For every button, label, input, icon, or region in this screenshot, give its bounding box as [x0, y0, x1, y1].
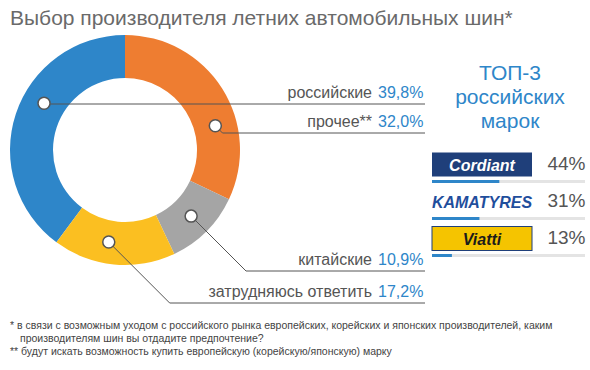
svg-text:13%: 13%	[547, 227, 585, 248]
svg-text:31%: 31%	[547, 190, 585, 211]
svg-text:ТОП-3: ТОП-3	[479, 61, 541, 84]
svg-text:KAMATYRES: KAMATYRES	[432, 194, 532, 211]
html-text:Выбор производителя летних авт: Выбор производителя летних автомобильных…	[10, 6, 513, 29]
svg-text:марок: марок	[481, 109, 540, 132]
svg-text:китайские: китайские	[298, 251, 372, 268]
svg-text:российские: российские	[287, 84, 372, 101]
svg-text:44%: 44%	[547, 153, 585, 174]
svg-text:32,0%: 32,0%	[378, 113, 423, 130]
svg-text:39,8%: 39,8%	[378, 84, 423, 101]
svg-text:российских: российских	[455, 85, 565, 108]
svg-text:Viatti: Viatti	[463, 231, 502, 248]
svg-text:затрудняюсь ответить: затрудняюсь ответить	[208, 283, 372, 300]
svg-text:10,9%: 10,9%	[378, 251, 423, 268]
html-text:* в связи с возможным уходом с: * в связи с возможным уходом с российско…	[10, 319, 553, 344]
svg-text:Cordiant: Cordiant	[449, 157, 515, 174]
svg-text:прочее**: прочее**	[307, 113, 372, 130]
svg-text:17,2%: 17,2%	[378, 283, 423, 300]
html-text:** будут искать возможность ку: ** будут искать возможность купить европ…	[10, 345, 392, 357]
